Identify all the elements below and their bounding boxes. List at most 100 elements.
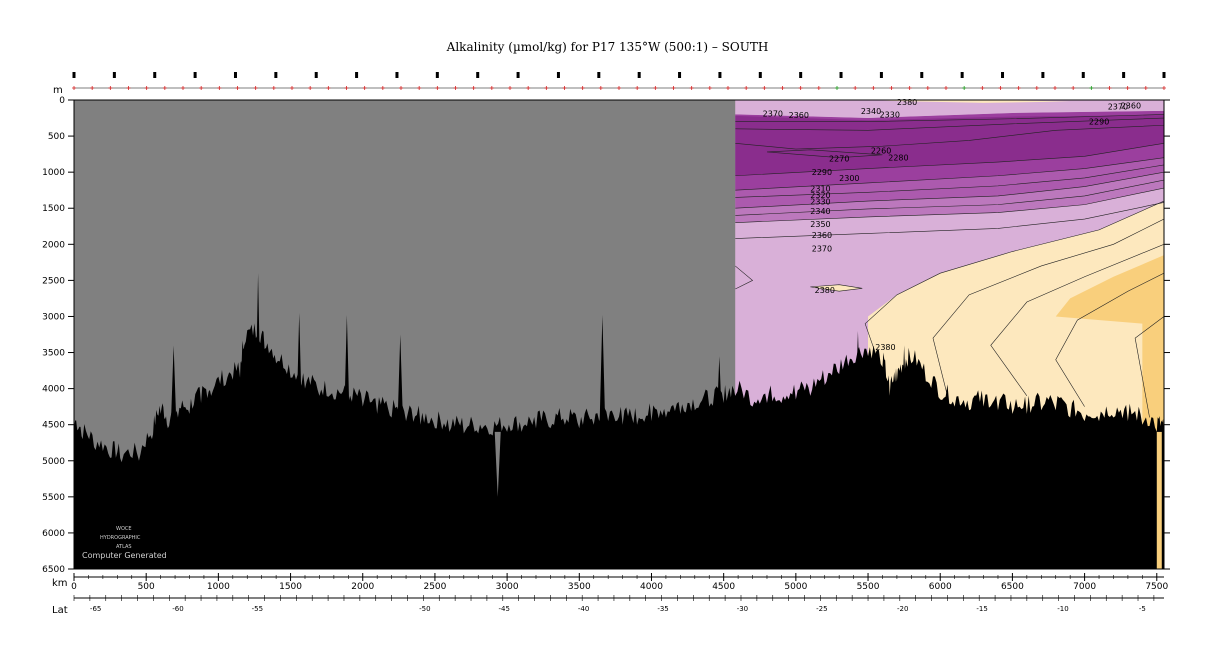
contour-line-8 xyxy=(735,265,754,290)
station-number-mark xyxy=(879,72,883,78)
x-tick-label-4: 2000 xyxy=(351,582,374,592)
contour-line-17 xyxy=(735,114,1164,122)
contour-label-15: 2320 xyxy=(810,191,830,200)
fill-band-surface xyxy=(735,100,1164,119)
station-marker xyxy=(816,86,821,90)
lat-tick-label-5: -40 xyxy=(578,605,589,613)
station-marker xyxy=(181,86,185,90)
station-marker xyxy=(853,86,858,90)
station-marker xyxy=(907,86,912,90)
y-tick-label-11: 5500 xyxy=(42,493,65,503)
y-tick-label-8: 4000 xyxy=(42,385,65,395)
station-marker xyxy=(1034,86,1039,90)
station-marker xyxy=(635,86,640,90)
bathymetry xyxy=(74,323,1164,569)
contour-label-8: 2290 xyxy=(1089,118,1109,127)
deep-orange-strip xyxy=(1156,431,1162,569)
bathymetry-spikes xyxy=(170,273,1162,569)
x-tick-label-15: 7500 xyxy=(1145,582,1168,592)
contour-label-5: 2360 xyxy=(789,111,809,120)
contour-line-6 xyxy=(735,187,1164,223)
station-number-mark xyxy=(476,72,480,78)
bathymetry-spike-2 xyxy=(255,273,262,432)
contour-line-11 xyxy=(990,244,1164,397)
fill-band-surface-yellow xyxy=(882,100,1071,103)
station-marker xyxy=(90,86,95,90)
lat-tick-label-3: -50 xyxy=(419,605,430,613)
y-tick-label-2: 1000 xyxy=(42,168,65,178)
station-number-mark xyxy=(718,72,722,78)
station-marker xyxy=(689,86,694,90)
station-number-mark xyxy=(274,72,278,78)
contour-label-14: 2310 xyxy=(810,185,830,194)
lat-tick-label-7: -30 xyxy=(737,605,748,613)
y-tick-label-3: 1500 xyxy=(42,204,65,214)
station-marker xyxy=(72,86,76,90)
x-tick-label-0: 0 xyxy=(71,582,77,592)
x-tick-label-11: 5500 xyxy=(857,582,880,592)
x-tick-label-1: 500 xyxy=(138,582,155,592)
contour-label-4: 2370 xyxy=(763,110,783,119)
lat-tick-label-12: -5 xyxy=(1139,605,1146,613)
contour-label-13: 2300 xyxy=(839,174,859,183)
top-station-axis xyxy=(72,72,1166,90)
station-marker xyxy=(980,86,985,90)
station-marker xyxy=(362,86,367,90)
station-marker xyxy=(508,86,512,90)
station-marker xyxy=(1107,86,1112,90)
x-axis-unit: km xyxy=(52,578,68,589)
y-tick-label-6: 3000 xyxy=(42,312,65,322)
contour-label-1: 2380 xyxy=(897,98,917,107)
contour-label-10: 2270 xyxy=(829,154,849,163)
station-marker xyxy=(235,86,240,90)
station-marker xyxy=(798,86,803,90)
plot-frame xyxy=(73,99,1165,570)
station-marker xyxy=(925,86,930,90)
station-marker xyxy=(108,86,113,90)
bathymetry-spike-8 xyxy=(716,356,723,432)
station-marker xyxy=(199,86,204,90)
station-marker xyxy=(253,86,258,90)
contour-label-2: 2370 xyxy=(1108,102,1128,111)
station-marker xyxy=(580,86,585,90)
x-tick-label-5: 2500 xyxy=(423,582,446,592)
x-tick-label-8: 4000 xyxy=(640,582,663,592)
station-marker xyxy=(308,86,313,90)
station-marker xyxy=(326,86,331,90)
station-number-mark xyxy=(72,72,76,78)
logo-line3: ATLAS xyxy=(116,544,132,550)
lat-tick-label-10: -15 xyxy=(976,605,987,613)
contour-line-15 xyxy=(766,149,883,159)
x-tick-label-14: 7000 xyxy=(1073,582,1096,592)
station-number-mark xyxy=(556,72,560,78)
station-marker xyxy=(1053,86,1057,90)
bathymetry-spike-3 xyxy=(296,312,303,432)
station-marker xyxy=(399,86,403,90)
contour-line-18 xyxy=(810,284,863,292)
lat-tick-label-1: -60 xyxy=(172,605,183,613)
station-number-mark xyxy=(1122,72,1126,78)
y-tick-label-12: 6000 xyxy=(42,529,65,539)
station-marker xyxy=(271,86,276,90)
station-marker xyxy=(744,86,749,90)
station-marker xyxy=(471,86,476,90)
y-tick-label-9: 4500 xyxy=(42,421,65,431)
contour-line-7 xyxy=(735,202,1164,239)
station-marker xyxy=(726,86,730,90)
bathymetry-spike-5 xyxy=(397,334,404,432)
y-tick-label-1: 500 xyxy=(48,132,65,142)
y-tick-label-0: 0 xyxy=(59,96,65,106)
bathymetry-spike-4 xyxy=(343,315,350,432)
station-number-mark xyxy=(395,72,399,78)
x-tick-label-7: 3500 xyxy=(568,582,591,592)
station-marker xyxy=(380,86,385,90)
station-marker xyxy=(1143,86,1148,90)
station-marker xyxy=(217,86,222,90)
contour-line-4 xyxy=(735,171,1164,209)
contour-line-9 xyxy=(864,200,1164,353)
y-tick-label-4: 2000 xyxy=(42,240,65,250)
station-number-mark xyxy=(355,72,359,78)
lat-tick-label-6: -35 xyxy=(657,605,668,613)
contour-label-21: 2380 xyxy=(815,286,835,295)
